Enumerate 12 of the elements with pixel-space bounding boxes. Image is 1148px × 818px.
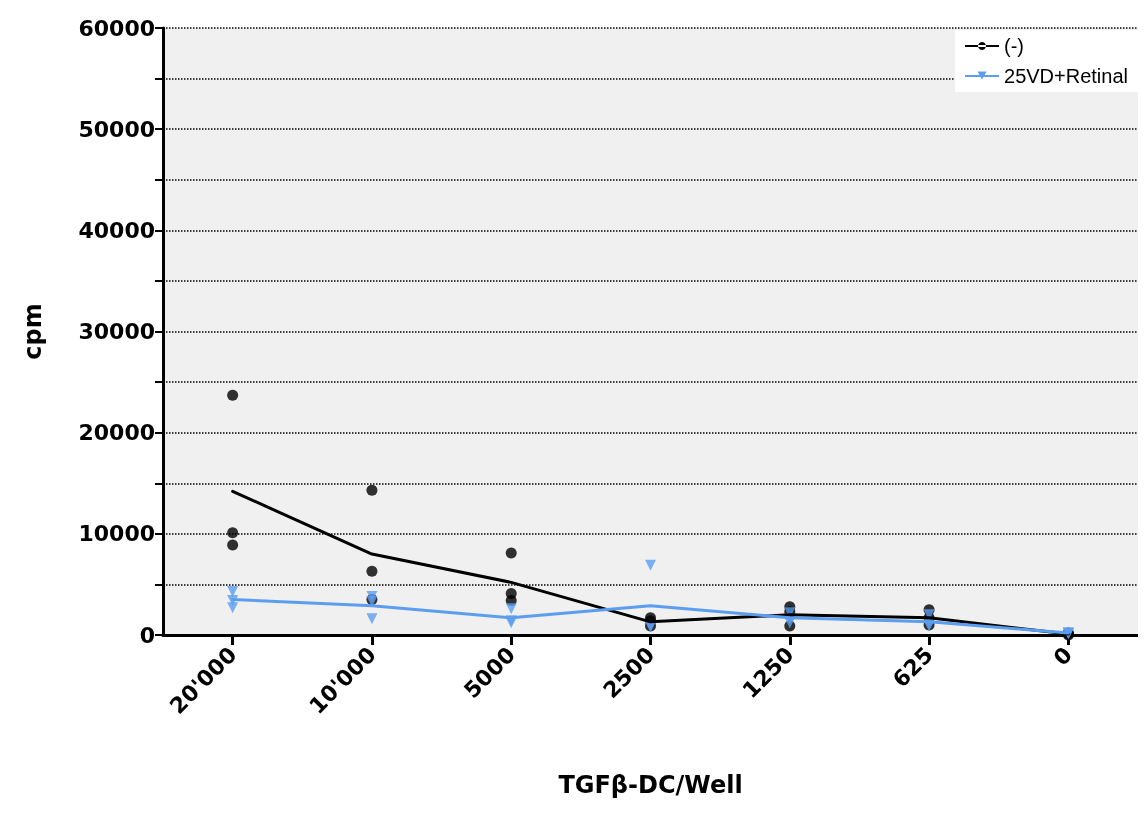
y-tick-label: 0	[139, 622, 155, 648]
y-tick-label: 40000	[78, 217, 155, 243]
y-tick-label: 60000	[78, 15, 155, 41]
y-axis-title: cpm	[19, 303, 47, 360]
legend-label: (-)	[1004, 35, 1025, 57]
y-tick-label: 50000	[78, 116, 155, 142]
x-tick-label: 0	[1048, 642, 1078, 671]
y-tick-label: 10000	[78, 521, 155, 547]
y-tick-label: 20000	[78, 420, 155, 446]
legend-label: 25VD+Retinal	[1004, 65, 1128, 87]
x-axis-title: TGFβ-DC/Well	[558, 771, 743, 799]
y-tick-label: 30000	[78, 319, 155, 344]
